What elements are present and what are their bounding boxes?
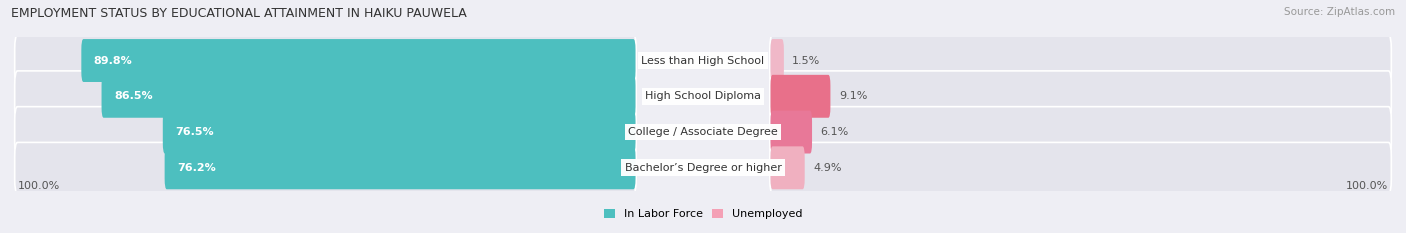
FancyBboxPatch shape: [770, 71, 1392, 122]
FancyBboxPatch shape: [770, 146, 804, 189]
Text: 100.0%: 100.0%: [1347, 181, 1389, 191]
Text: EMPLOYMENT STATUS BY EDUCATIONAL ATTAINMENT IN HAIKU PAUWELA: EMPLOYMENT STATUS BY EDUCATIONAL ATTAINM…: [11, 7, 467, 20]
Text: 76.5%: 76.5%: [176, 127, 214, 137]
Text: 86.5%: 86.5%: [114, 91, 153, 101]
Text: 76.2%: 76.2%: [177, 163, 217, 173]
Text: 1.5%: 1.5%: [792, 55, 821, 65]
Text: Source: ZipAtlas.com: Source: ZipAtlas.com: [1284, 7, 1395, 17]
FancyBboxPatch shape: [770, 107, 1392, 158]
FancyBboxPatch shape: [82, 39, 636, 82]
Text: Bachelor’s Degree or higher: Bachelor’s Degree or higher: [624, 163, 782, 173]
FancyBboxPatch shape: [14, 71, 636, 122]
FancyBboxPatch shape: [770, 111, 813, 154]
FancyBboxPatch shape: [14, 142, 636, 193]
FancyBboxPatch shape: [163, 111, 636, 154]
FancyBboxPatch shape: [101, 75, 636, 118]
Text: High School Diploma: High School Diploma: [645, 91, 761, 101]
FancyBboxPatch shape: [14, 35, 636, 86]
FancyBboxPatch shape: [165, 146, 636, 189]
Text: Less than High School: Less than High School: [641, 55, 765, 65]
FancyBboxPatch shape: [770, 39, 785, 82]
Legend: In Labor Force, Unemployed: In Labor Force, Unemployed: [603, 209, 803, 219]
Text: 89.8%: 89.8%: [94, 55, 132, 65]
FancyBboxPatch shape: [14, 107, 636, 158]
Text: 6.1%: 6.1%: [820, 127, 849, 137]
Text: College / Associate Degree: College / Associate Degree: [628, 127, 778, 137]
FancyBboxPatch shape: [770, 142, 1392, 193]
FancyBboxPatch shape: [770, 75, 831, 118]
Text: 100.0%: 100.0%: [17, 181, 59, 191]
FancyBboxPatch shape: [770, 35, 1392, 86]
Text: 9.1%: 9.1%: [839, 91, 868, 101]
Text: 4.9%: 4.9%: [813, 163, 842, 173]
